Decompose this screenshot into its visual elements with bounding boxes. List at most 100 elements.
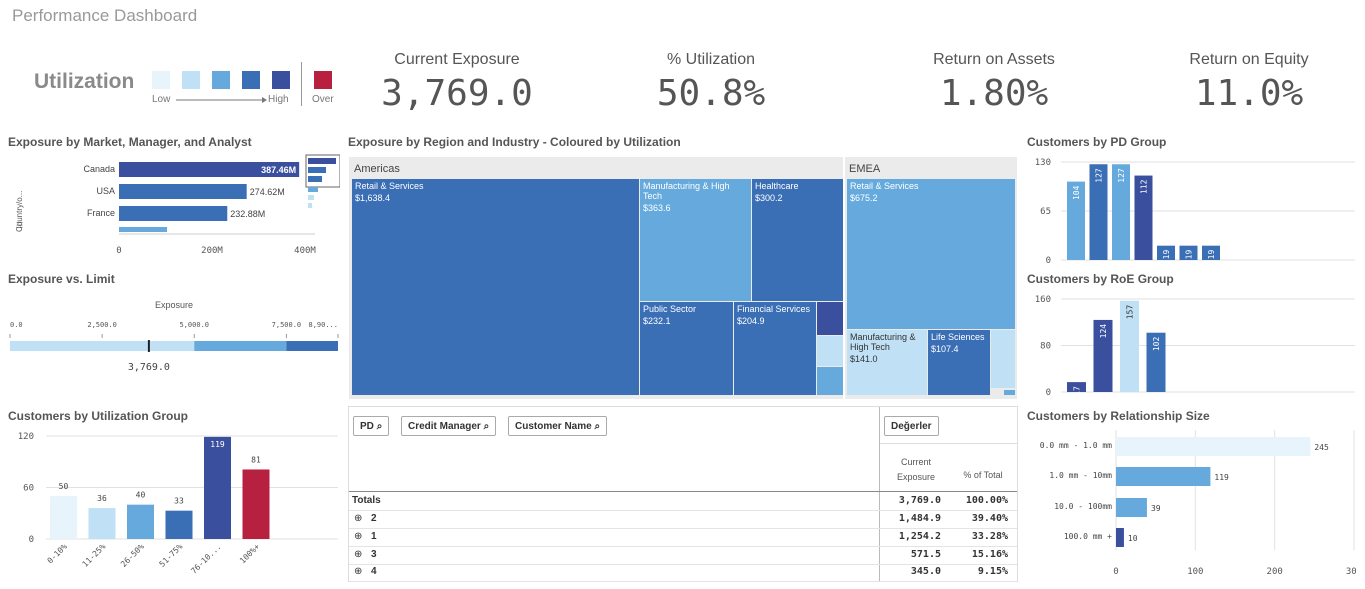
treemap-tile-emea-life-sciences[interactable]: Life Sciences $107.4 (928, 330, 990, 395)
tile-name: Retail & Services (355, 181, 424, 191)
rel-bar-label: 119 (1214, 473, 1229, 482)
market-category-label: Canada (83, 164, 115, 174)
treemap-tile-americas-public-sector[interactable]: Public Sector $232.1 (640, 302, 733, 395)
filter-pd-button[interactable]: PD ⌕ (353, 416, 390, 436)
table-row-totals[interactable]: Totals 3,769.0 100.00% (349, 492, 1017, 511)
rel-chart[interactable]: 0 100 200 300 0.0 mm - 1.0 mm 245 1.0 mm - 10m… (1027, 426, 1357, 584)
market-menu-icon[interactable]: ☰ (16, 221, 23, 230)
treemap-tile-emea-small-1[interactable] (991, 330, 1015, 388)
treemap-tile-emea-retail[interactable]: Retail & Services $675.2 (847, 179, 1015, 329)
limit-tick-label: 7,500.0 (272, 321, 302, 329)
rel-bar[interactable] (1116, 467, 1211, 486)
limit-band[interactable] (286, 341, 338, 351)
util-bar-label: 40 (136, 491, 146, 500)
search-icon: ⌕ (483, 421, 490, 432)
market-chart[interactable]: Country/o... ☰ Canada 387.46M USA 274.62M Fr… (8, 150, 340, 262)
legend-swatch-5 (272, 71, 290, 89)
row-exposure: 345.0 (910, 566, 941, 577)
row-pd: 2 (371, 513, 377, 524)
pd-bar[interactable] (1179, 245, 1198, 260)
rel-bar-label: 39 (1151, 504, 1161, 513)
treemap[interactable]: Americas EMEA Retail & Services $1,638.4… (349, 157, 1017, 399)
treemap-tile-emea-small-2[interactable] (1004, 390, 1015, 395)
pd-bar[interactable] (1067, 181, 1085, 260)
col-header-pct-total[interactable]: % of Total (963, 470, 1003, 480)
pd-chart-title: Customers by PD Group (1027, 135, 1167, 149)
limit-value-marker[interactable] (147, 340, 150, 352)
util-bar[interactable] (127, 504, 154, 539)
kpi-utilization-title: % Utilization (666, 51, 756, 68)
tile-value: $232.1 (643, 316, 671, 326)
table-row[interactable]: ⊕ 1 1,254.2 33.28% (349, 528, 1017, 547)
pd-y-tick: 65 (1040, 207, 1051, 217)
limit-band[interactable] (194, 341, 287, 351)
expand-icon[interactable]: ⊕ (354, 531, 363, 542)
treemap-tile-americas-small-2[interactable] (817, 336, 843, 366)
market-bar[interactable] (119, 206, 228, 221)
tile-value: $300.2 (755, 193, 783, 203)
kpi-roa-title: Return on Assets (933, 51, 1055, 68)
kpi-current-exposure-value: 3,769.0 (381, 73, 533, 114)
expand-icon[interactable]: ⊕ (354, 513, 363, 524)
treemap-tile-americas-financial[interactable]: Financial Services $204.9 (734, 302, 816, 395)
pd-bar[interactable] (1202, 245, 1220, 260)
tile-name: Life Sciences (931, 332, 985, 342)
totals-label: Totals (352, 495, 381, 506)
market-minimap-bar-2 (308, 167, 326, 173)
market-minimap-bar-6 (308, 203, 312, 208)
row-pct: 15.16% (971, 549, 1008, 560)
tile-value: $675.2 (850, 193, 878, 203)
filter-credit-manager-button[interactable]: Credit Manager ⌕ (401, 416, 497, 436)
util-y-tick: 60 (23, 484, 34, 494)
roe-bar[interactable] (1067, 382, 1086, 392)
pd-y-tick: 130 (1035, 158, 1051, 168)
util-category-label: 0-10% (46, 542, 70, 566)
market-bar[interactable] (119, 162, 300, 177)
tile-value: $1,638.4 (355, 193, 391, 203)
pd-y-tick: 0 (1046, 256, 1051, 265)
util-y-tick: 0 (29, 535, 34, 545)
roe-chart[interactable]: 0 80 160 17 124 157 102 (1027, 288, 1357, 400)
table-row[interactable]: ⊕ 4 345.0 9.15% (349, 563, 1017, 582)
util-y-tick: 120 (18, 432, 34, 442)
util-bar[interactable] (88, 508, 116, 539)
util-category-label: 51-75% (158, 542, 185, 569)
table-row[interactable]: ⊕ 2 1,484.9 39.40% (349, 510, 1017, 529)
roe-bar[interactable] (1093, 319, 1113, 392)
expand-icon[interactable]: ⊕ (354, 566, 363, 577)
pd-bar[interactable] (1112, 164, 1130, 260)
kpi-roa-value: 1.80% (939, 73, 1049, 114)
limit-chart[interactable]: Exposure 0.0 2,500.0 5,000.0 7,500.0 8,90...… (8, 290, 340, 380)
pd-bar[interactable] (1157, 245, 1175, 260)
roe-bar[interactable] (1120, 300, 1139, 392)
rel-bar[interactable] (1116, 498, 1147, 517)
util-bar[interactable] (204, 436, 231, 539)
filter-customer-name-button[interactable]: Customer Name ⌕ (508, 416, 608, 436)
market-bar[interactable] (119, 184, 247, 199)
pd-chart[interactable]: 0 65 130 104 127 127 112 19 19 19 (1027, 150, 1357, 265)
legend-swatch-over (314, 71, 332, 89)
rel-bar[interactable] (1116, 437, 1311, 456)
expand-icon[interactable]: ⊕ (354, 549, 363, 560)
treemap-tile-americas-retail[interactable]: Retail & Services $1,638.4 (352, 179, 639, 395)
util-bar[interactable] (165, 510, 193, 539)
treemap-tile-americas-small-1[interactable] (817, 302, 843, 335)
tile-name: Healthcare (755, 181, 799, 191)
util-group-chart[interactable]: 0 60 120 50 0-10% 36 11-25% 40 26-50% 33 51-75% 119… (8, 424, 340, 584)
table-row[interactable]: ⊕ 3 571.5 15.16% (349, 546, 1017, 565)
values-button[interactable]: Değerler (884, 416, 939, 436)
treemap-tile-americas-healthcare[interactable]: Healthcare $300.2 (752, 179, 843, 301)
tile-name: Financial Services (737, 304, 811, 314)
pd-bar[interactable] (1134, 175, 1153, 260)
rel-bar[interactable] (1116, 528, 1124, 547)
util-bar[interactable] (50, 496, 77, 539)
util-bar[interactable] (242, 469, 270, 539)
roe-bar[interactable] (1146, 332, 1166, 392)
treemap-tile-emea-manufacturing[interactable]: Manufacturing & High Tech $141.0 (847, 330, 927, 395)
treemap-tile-americas-small-3[interactable] (817, 367, 843, 395)
treemap-tile-americas-manufacturing[interactable]: Manufacturing & High Tech $363.6 (640, 179, 751, 301)
limit-band[interactable] (10, 341, 195, 351)
roe-y-tick: 0 (1046, 388, 1051, 398)
pd-bar[interactable] (1089, 164, 1108, 260)
col-header-current-exposure[interactable]: Current Exposure (880, 455, 952, 485)
